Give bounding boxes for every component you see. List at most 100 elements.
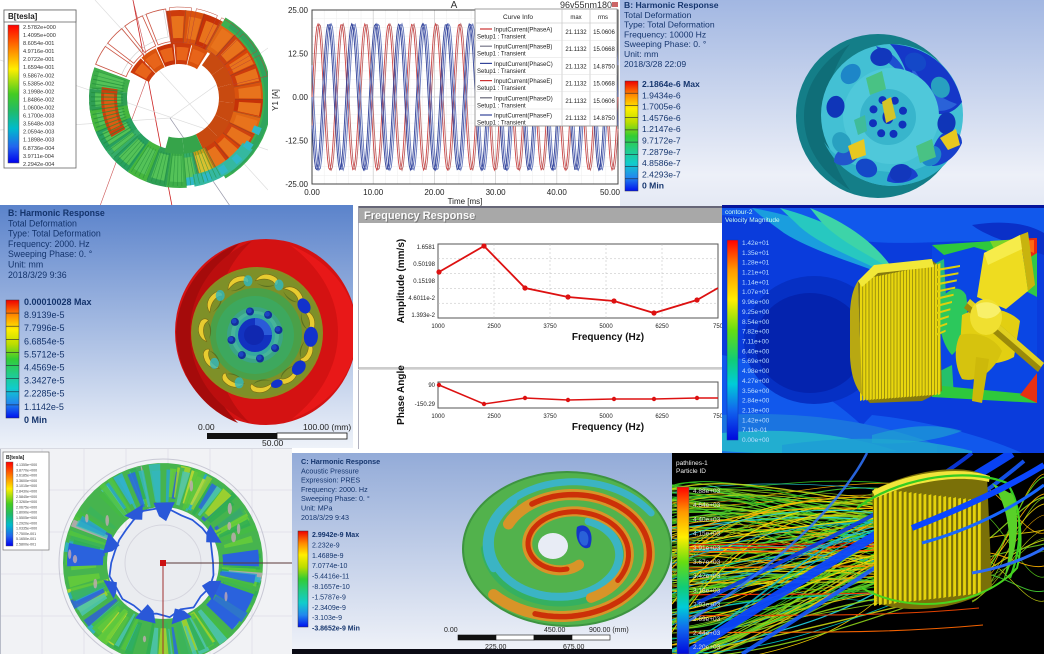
svg-text:3.18e+03: 3.18e+03 xyxy=(693,587,721,594)
svg-text:2.2285e-5: 2.2285e-5 xyxy=(24,389,65,399)
svg-text:1000: 1000 xyxy=(431,324,445,330)
svg-text:900.00 (mm): 900.00 (mm) xyxy=(589,627,629,634)
svg-text:1.6581: 1.6581 xyxy=(417,245,436,251)
svg-text:3.42e+03: 3.42e+03 xyxy=(693,573,721,580)
svg-text:7.11e+00: 7.11e+00 xyxy=(742,339,769,346)
svg-text:Time [ms]: Time [ms] xyxy=(448,197,483,206)
svg-text:Setup1 : Transient: Setup1 : Transient xyxy=(477,69,526,75)
svg-text:0 Min: 0 Min xyxy=(24,415,47,425)
svg-text:1.21e+01: 1.21e+01 xyxy=(742,270,770,277)
svg-text:5.5712e-5: 5.5712e-5 xyxy=(24,349,65,359)
svg-text:0.00010028 Max: 0.00010028 Max xyxy=(24,297,92,307)
svg-text:9.96e+00: 9.96e+00 xyxy=(742,299,770,306)
svg-text:12.50: 12.50 xyxy=(288,50,309,59)
svg-text:Setup1 : Transient: Setup1 : Transient xyxy=(477,35,526,41)
svg-text:Sweeping Phase: 0. °: Sweeping Phase: 0. ° xyxy=(8,249,92,259)
svg-text:-8.1657e-10: -8.1657e-10 xyxy=(312,584,350,591)
svg-text:Frequency (Hz): Frequency (Hz) xyxy=(572,422,644,433)
svg-text:450.00: 450.00 xyxy=(544,627,566,634)
svg-text:Sweeping Phase: 0. °: Sweeping Phase: 0. ° xyxy=(624,39,706,49)
svg-text:21.1132: 21.1132 xyxy=(565,64,587,70)
svg-text:InputCurrent(PhaseE): InputCurrent(PhaseE) xyxy=(494,79,552,85)
svg-text:6.1700e-003: 6.1700e-003 xyxy=(23,114,54,120)
svg-text:Phase Angle: Phase Angle xyxy=(396,365,407,425)
svg-text:B: Harmonic Response: B: Harmonic Response xyxy=(8,208,105,218)
svg-text:1.07e+01: 1.07e+01 xyxy=(742,289,770,296)
svg-text:Sweeping Phase: 0. °: Sweeping Phase: 0. ° xyxy=(301,494,370,503)
svg-text:2.13e+00: 2.13e+00 xyxy=(742,407,770,414)
svg-text:2.4293e-7: 2.4293e-7 xyxy=(642,169,681,179)
svg-text:0.00: 0.00 xyxy=(304,188,320,197)
svg-text:InputCurrent(PhaseF): InputCurrent(PhaseF) xyxy=(494,114,552,120)
svg-text:Total Deformation: Total Deformation xyxy=(8,218,77,228)
svg-text:4.4569e-5: 4.4569e-5 xyxy=(24,363,65,373)
svg-text:1.28e+01: 1.28e+01 xyxy=(742,260,770,267)
svg-text:4.9716e-001: 4.9716e-001 xyxy=(23,49,54,55)
svg-text:Frequency: 2000. Hz: Frequency: 2000. Hz xyxy=(301,485,368,494)
svg-text:-1.5787e-9: -1.5787e-9 xyxy=(312,594,346,601)
svg-text:21.1132: 21.1132 xyxy=(565,99,587,105)
svg-text:7.2879e-7: 7.2879e-7 xyxy=(642,147,681,157)
svg-text:InputCurrent(PhaseB): InputCurrent(PhaseB) xyxy=(494,45,552,51)
svg-text:90: 90 xyxy=(428,383,435,389)
svg-text:30.00: 30.00 xyxy=(486,188,507,197)
svg-text:Velocity Magnitude: Velocity Magnitude xyxy=(725,217,780,224)
svg-text:21.1132: 21.1132 xyxy=(565,116,587,122)
svg-text:1.1142e-5: 1.1142e-5 xyxy=(24,402,64,412)
svg-text:2018/3/29 9:43: 2018/3/29 9:43 xyxy=(301,513,349,522)
svg-text:750: 750 xyxy=(713,324,722,330)
svg-text:15.0668: 15.0668 xyxy=(593,82,615,88)
svg-text:4.1355e+000: 4.1355e+000 xyxy=(16,463,37,467)
svg-text:2.2942e-004: 2.2942e-004 xyxy=(23,162,54,168)
svg-text:-12.50: -12.50 xyxy=(285,137,308,146)
svg-text:3.9711e-004: 3.9711e-004 xyxy=(23,154,54,160)
svg-text:3750: 3750 xyxy=(543,324,557,330)
svg-text:4.64e+03: 4.64e+03 xyxy=(693,502,721,509)
svg-text:Unit: mm: Unit: mm xyxy=(624,49,658,59)
svg-text:8.6054e-001: 8.6054e-001 xyxy=(23,41,54,47)
svg-text:3.3427e-5: 3.3427e-5 xyxy=(24,376,65,386)
svg-text:675.00: 675.00 xyxy=(563,644,585,651)
svg-text:Total Deformation: Total Deformation xyxy=(624,10,692,20)
svg-text:Y1 [A]: Y1 [A] xyxy=(271,89,280,111)
svg-text:9.7172e-7: 9.7172e-7 xyxy=(642,136,681,146)
svg-text:6250: 6250 xyxy=(655,324,669,330)
svg-text:B[tesla]: B[tesla] xyxy=(8,12,38,21)
svg-text:C: Harmonic Response: C: Harmonic Response xyxy=(301,457,380,466)
svg-text:Acoustic Pressure: Acoustic Pressure xyxy=(301,466,359,475)
svg-text:2018/3/28 22:09: 2018/3/28 22:09 xyxy=(624,59,686,69)
svg-text:3750: 3750 xyxy=(543,414,557,420)
svg-text:Frequency: 10000 Hz: Frequency: 10000 Hz xyxy=(624,29,706,39)
svg-text:5.5385e-002: 5.5385e-002 xyxy=(23,81,54,87)
svg-text:100.00 (mm): 100.00 (mm) xyxy=(303,422,351,432)
svg-text:7.7500e-001: 7.7500e-001 xyxy=(16,532,36,536)
svg-text:Unit: MPa: Unit: MPa xyxy=(301,504,333,513)
svg-text:Setup1 : Transient: Setup1 : Transient xyxy=(477,103,526,109)
svg-text:10.00: 10.00 xyxy=(363,188,384,197)
svg-text:1.42e+01: 1.42e+01 xyxy=(742,240,770,247)
svg-text:3.3600e+000: 3.3600e+000 xyxy=(16,479,37,483)
svg-text:rms: rms xyxy=(598,15,608,21)
svg-text:Frequency Response: Frequency Response xyxy=(364,210,475,222)
svg-text:21.1132: 21.1132 xyxy=(565,30,587,36)
svg-text:2500: 2500 xyxy=(487,414,501,420)
svg-text:20.00: 20.00 xyxy=(424,188,445,197)
svg-text:15.0606: 15.0606 xyxy=(593,30,615,36)
svg-text:contour-2: contour-2 xyxy=(725,209,753,216)
svg-text:1.4095e+000: 1.4095e+000 xyxy=(23,33,56,39)
svg-text:Unit: mm: Unit: mm xyxy=(8,260,43,270)
svg-text:2.69e+03: 2.69e+03 xyxy=(693,616,721,623)
svg-text:-150.29: -150.29 xyxy=(415,402,436,408)
svg-text:0.00: 0.00 xyxy=(444,627,458,634)
svg-text:0 Min: 0 Min xyxy=(642,181,664,191)
svg-text:7.82e+00: 7.82e+00 xyxy=(742,329,770,336)
svg-text:InputCurrent(PhaseA): InputCurrent(PhaseA) xyxy=(494,28,552,34)
svg-text:1.9434e-6: 1.9434e-6 xyxy=(642,90,681,100)
svg-text:1.7005e-6: 1.7005e-6 xyxy=(642,102,681,112)
svg-text:5000: 5000 xyxy=(599,414,613,420)
svg-text:15.0606: 15.0606 xyxy=(593,99,615,105)
svg-text:2.44e+03: 2.44e+03 xyxy=(693,630,721,637)
svg-text:3.1998e-002: 3.1998e-002 xyxy=(23,89,54,95)
svg-text:4.88e+03: 4.88e+03 xyxy=(693,488,721,495)
svg-text:7.11e-01: 7.11e-01 xyxy=(742,427,768,434)
